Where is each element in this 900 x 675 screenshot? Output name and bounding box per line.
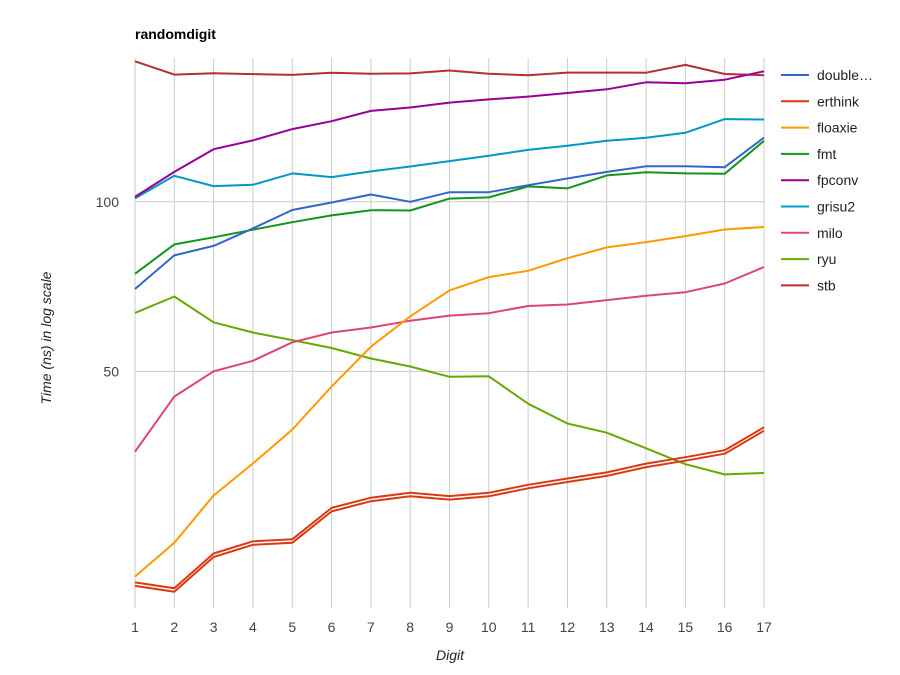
legend: double… erthink floaxie fmt fpconv grisu2 milo… <box>781 67 873 293</box>
x-tick-label: 12 <box>560 619 576 635</box>
x-tick-label: 11 <box>521 619 536 635</box>
legend-item: fpconv <box>781 172 858 188</box>
x-tick-label: 6 <box>328 619 336 635</box>
legend-label: fmt <box>817 146 837 162</box>
series-line <box>134 118 765 200</box>
series-2-group <box>134 226 765 578</box>
x-tick-label: 8 <box>406 619 414 635</box>
series-0-group <box>134 136 765 290</box>
series-line <box>134 60 765 77</box>
legend-item: grisu2 <box>781 199 855 215</box>
series-8-group <box>134 60 765 77</box>
series-line <box>134 226 765 578</box>
legend-item: stb <box>781 277 836 293</box>
series-line-shadow <box>134 426 765 590</box>
x-tick-label: 16 <box>717 619 733 635</box>
legend-item: milo <box>781 225 843 241</box>
x-tick-label: 5 <box>288 619 296 635</box>
x-tick-label: 14 <box>638 619 654 635</box>
legend-item: erthink <box>781 93 860 109</box>
x-tick-label: 9 <box>446 619 454 635</box>
x-tick-label: 13 <box>599 619 615 635</box>
x-tick-label: 15 <box>678 619 694 635</box>
x-tick-label: 3 <box>210 619 218 635</box>
series-5-group <box>134 118 765 200</box>
chart-title: randomdigit <box>135 26 216 42</box>
legend-label: fpconv <box>817 172 858 188</box>
legend-label: floaxie <box>817 120 858 136</box>
x-axis-title: Digit <box>436 647 465 663</box>
legend-item: fmt <box>781 146 837 162</box>
x-axis-ticks: 1 2 3 4 5 6 7 8 9 10 11 12 13 14 15 16 17 <box>131 619 772 635</box>
series-line <box>134 429 765 593</box>
x-tick-label: 10 <box>481 619 497 635</box>
y-axis-title: Time (ns) in log scale <box>38 271 54 404</box>
x-tick-label: 1 <box>131 619 139 635</box>
legend-label: ryu <box>817 251 836 267</box>
x-tick-label: 2 <box>170 619 178 635</box>
legend-item: ryu <box>781 251 836 267</box>
series-6-group <box>134 266 765 453</box>
legend-label: stb <box>817 277 836 293</box>
grid <box>134 58 765 608</box>
series-3-group <box>134 140 765 275</box>
series-line <box>134 140 765 275</box>
legend-label: milo <box>817 225 843 241</box>
legend-item: double… <box>781 67 873 83</box>
y-tick-label: 50 <box>103 363 119 379</box>
legend-label: double… <box>817 67 873 83</box>
series-4-group <box>134 70 765 198</box>
series-line <box>134 266 765 453</box>
x-tick-label: 17 <box>756 619 772 635</box>
x-tick-label: 4 <box>249 619 257 635</box>
legend-item: floaxie <box>781 120 858 136</box>
legend-label: grisu2 <box>817 199 855 215</box>
series-line <box>134 136 765 290</box>
series-line <box>134 295 765 476</box>
series-7-group <box>134 295 765 476</box>
y-tick-label: 100 <box>96 194 120 210</box>
series-lines <box>134 60 765 593</box>
y-axis-ticks: 50 100 <box>96 194 120 380</box>
legend-label: erthink <box>817 93 860 109</box>
series-1-group <box>134 426 765 593</box>
x-tick-label: 7 <box>367 619 375 635</box>
